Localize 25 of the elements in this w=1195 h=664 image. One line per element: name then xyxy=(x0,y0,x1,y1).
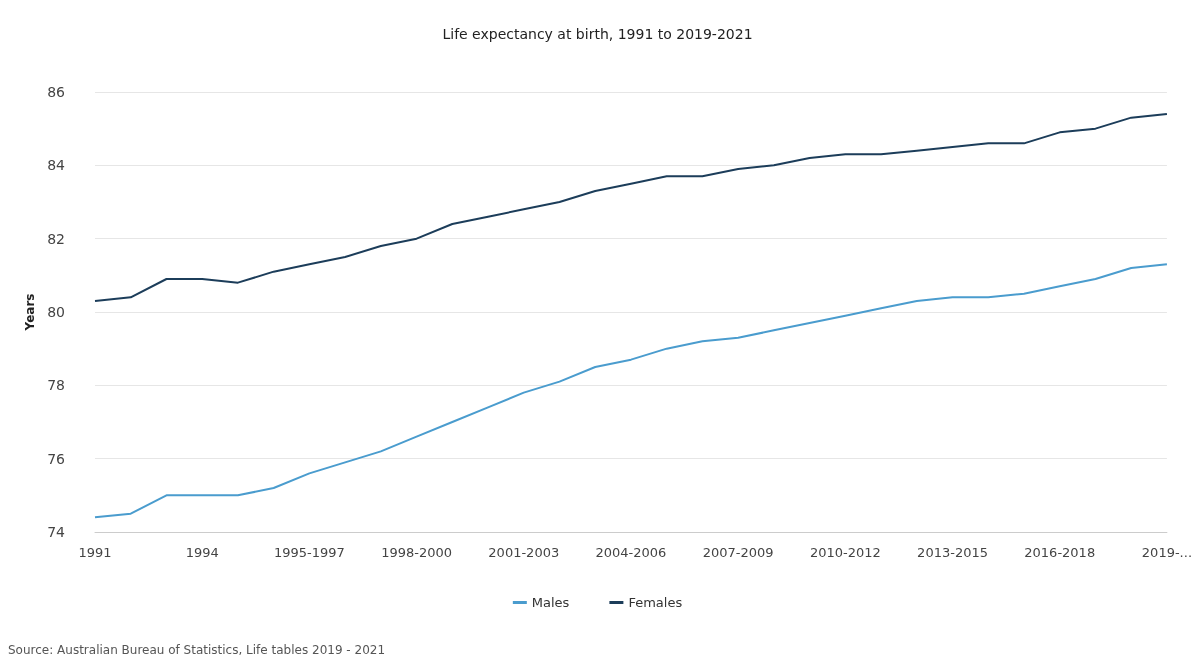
x-tick-label: 2013-2015 xyxy=(917,545,988,560)
x-tick-label: 1995-1997 xyxy=(273,545,345,560)
source-note: Source: Australian Bureau of Statistics, Life tables 2019 - 2021 xyxy=(8,643,386,657)
x-tick-label: 2004-2006 xyxy=(595,545,667,560)
chart-title: Life expectancy at birth, 1991 to 2019-2021 xyxy=(442,26,753,42)
line-series xyxy=(94,263,1168,519)
line-series xyxy=(94,113,1168,302)
y-tick-label: 82 xyxy=(47,230,65,247)
legend-label: Males xyxy=(531,595,570,610)
x-tick-label: 1994 xyxy=(185,545,219,560)
x-tick-label: 2010-2012 xyxy=(809,545,881,560)
x-tick-label: 2019-... xyxy=(1141,545,1192,560)
y-tick-label: 74 xyxy=(47,524,66,540)
y-tick-label: 76 xyxy=(47,450,66,467)
x-tick-label: 2016-2018 xyxy=(1024,545,1096,560)
x-tick-label: 1998-2000 xyxy=(381,545,452,560)
y-tick-label: 78 xyxy=(47,377,65,394)
y-axis-title: Years xyxy=(23,293,38,332)
x-tick-label: 1991 xyxy=(78,545,112,560)
y-tick-label: 86 xyxy=(47,84,66,100)
x-tick-label: 2001-2003 xyxy=(488,545,560,560)
y-tick-label: 80 xyxy=(47,304,65,320)
x-tick-label: 2007-2009 xyxy=(702,545,774,560)
legend-label: Females xyxy=(628,595,683,610)
y-tick-label: 84 xyxy=(47,157,66,174)
